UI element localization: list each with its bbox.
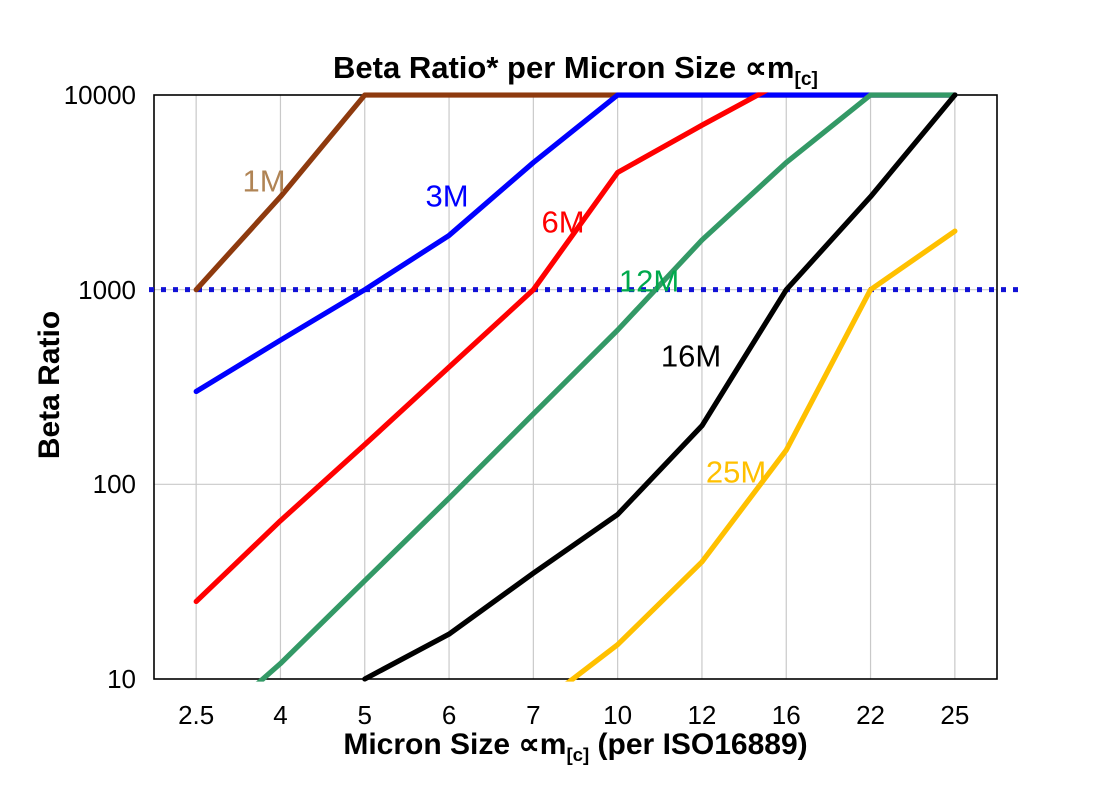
y-tick-label: 10000 [63, 80, 136, 110]
micron-subscript: [c] [566, 744, 590, 765]
y-tick-label: 1000 [78, 274, 136, 305]
y-tick-label: 10 [107, 664, 136, 694]
x-axis-title: Micron Size ∝m[c] (per ISO16889) [154, 727, 997, 766]
chart-title-text: Beta Ratio* per Micron Size [333, 50, 745, 85]
series-label-12M: 12M [618, 263, 680, 299]
micron-symbol: ∝m [744, 50, 795, 85]
series-label-3M: 3M [425, 178, 469, 214]
series-label-16M: 16M [660, 338, 722, 374]
x-tick-label: 6 [441, 700, 457, 730]
micron-symbol: ∝m [518, 728, 567, 761]
x-tick-label: 22 [856, 700, 885, 730]
x-tick-label: 4 [273, 700, 288, 730]
series-line-12M [255, 92, 958, 682]
x-tick-label: 7 [526, 700, 541, 730]
y-axis-title: Beta Ratio [33, 310, 66, 460]
x-tick-label: 2.5 [178, 700, 215, 730]
series-line-1M [193, 92, 958, 293]
x-tick-label: 25 [940, 700, 970, 730]
series-line-3M [193, 92, 958, 395]
series-label-25M: 25M [705, 454, 767, 490]
x-axis-title-suffix: (per ISO16889) [589, 728, 808, 761]
y-tick-label: 100 [92, 469, 136, 500]
series-line-25M [565, 228, 958, 682]
series-label-1M: 1M [242, 163, 286, 199]
x-tick-label: 16 [771, 700, 801, 730]
x-tick-label: 10 [603, 700, 633, 730]
x-tick-label: 12 [687, 700, 717, 730]
x-axis-title-text: Micron Size [343, 728, 519, 761]
micron-subscript: [c] [794, 69, 818, 91]
series-line-6M [193, 92, 769, 605]
series-line-16M [362, 92, 958, 682]
series-label-6M: 6M [541, 204, 585, 240]
x-tick-label: 5 [357, 700, 372, 730]
chart-title: Beta Ratio* per Micron Size ∝m[c] [154, 50, 997, 91]
